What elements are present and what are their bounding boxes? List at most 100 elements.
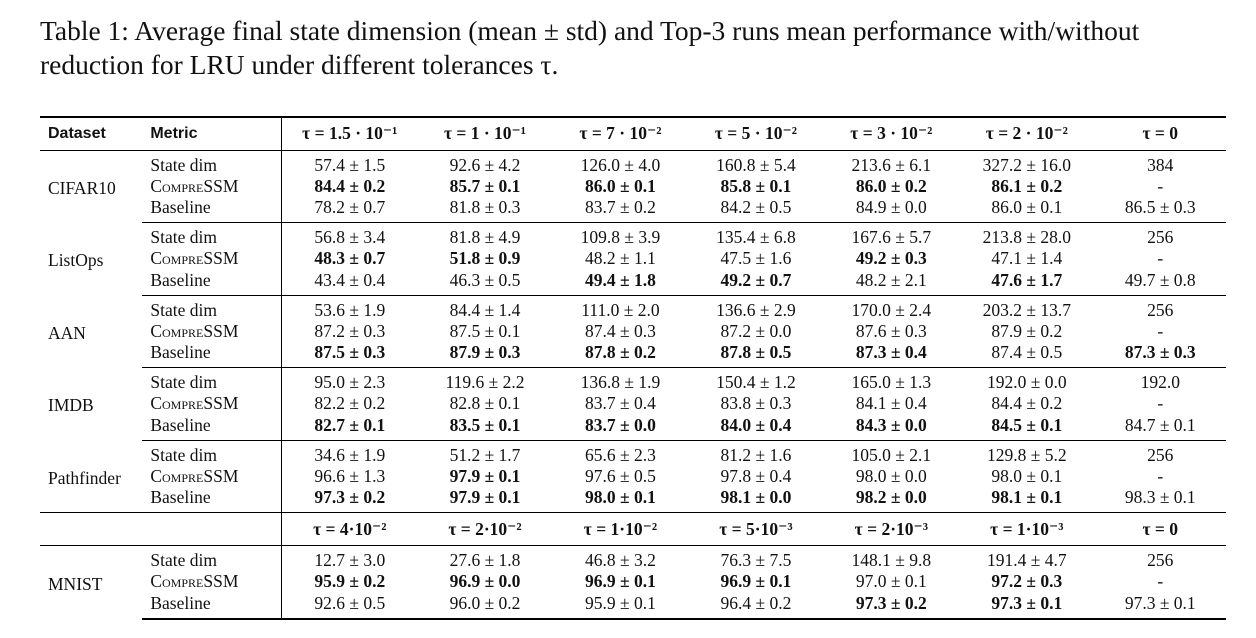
value-cell: 87.4 ± 0.5 xyxy=(959,342,1095,368)
value-cell: 165.0 ± 1.3 xyxy=(851,372,932,392)
metric-label: State dim xyxy=(142,222,283,248)
value-cell: 167.6 ± 5.7 xyxy=(851,227,932,247)
value-cell: 87.8 ± 0.5 xyxy=(688,342,824,368)
results-table: Dataset Metric τ = 1.5 · 10⁻¹ τ = 1 · 10… xyxy=(40,116,1226,620)
value-cell: 86.5 ± 0.3 xyxy=(1094,197,1226,223)
dataset-name: IMDB xyxy=(48,395,94,416)
value-cell: 136.6 ± 2.9 xyxy=(716,299,796,320)
table-row: CompreSSM 87.2 ± 0.3 87.5 ± 0.1 87.4 ± 0.3 8… xyxy=(40,320,1226,342)
metric-label: State dim xyxy=(142,367,283,393)
value-cell: 83.7 ± 0.2 xyxy=(552,197,689,223)
value-cell: 82.8 ± 0.1 xyxy=(449,393,521,414)
value-cell: - xyxy=(1157,465,1164,486)
metric-label: CompreSSM xyxy=(142,248,283,270)
value-cell: 87.3 ± 0.3 xyxy=(1094,342,1226,368)
dataset-name: Pathfinder xyxy=(48,467,121,488)
value-cell: 98.1 ± 0.0 xyxy=(688,487,824,513)
value-cell: 84.4 ± 1.4 xyxy=(449,299,521,320)
value-cell: 87.2 ± 0.0 xyxy=(720,320,792,341)
value-cell: 256 xyxy=(1147,444,1174,465)
value-cell: 84.4 ± 0.2 xyxy=(314,175,386,196)
value-cell: 86.1 ± 0.2 xyxy=(991,175,1063,196)
value-cell: 150.4 ± 1.2 xyxy=(716,372,796,392)
value-cell: 46.8 ± 3.2 xyxy=(585,550,656,570)
table-row: AAN State dim 53.6 ± 1.9 84.4 ± 1.4 111.0 ± … xyxy=(40,295,1226,343)
mnist-header-tau: τ = 0 xyxy=(1094,512,1226,546)
value-cell: 160.8 ± 5.4 xyxy=(716,154,796,175)
value-cell: 83.5 ± 0.1 xyxy=(417,414,553,441)
metric-label: Baseline xyxy=(142,269,283,296)
dataset-name: AAN xyxy=(48,322,86,343)
value-cell: 78.2 ± 0.7 xyxy=(281,197,418,223)
value-cell: 97.3 ± 0.2 xyxy=(281,487,418,513)
value-cell: 97.6 ± 0.5 xyxy=(585,465,656,486)
value-cell: 97.3 ± 0.2 xyxy=(823,592,960,620)
value-cell: 46.3 ± 0.5 xyxy=(417,269,553,296)
metric-label: State dim xyxy=(142,440,283,466)
value-cell: 119.6 ± 2.2 xyxy=(445,372,525,392)
table-row: CompreSSM 96.6 ± 1.3 97.9 ± 0.1 97.6 ± 0.5 9… xyxy=(40,465,1226,487)
value-cell: 87.9 ± 0.2 xyxy=(991,320,1063,341)
value-cell: 49.2 ± 0.3 xyxy=(855,248,927,269)
mnist-header-tau: τ = 1·10⁻³ xyxy=(959,512,1095,546)
value-cell: 192.0 xyxy=(1140,372,1180,392)
value-cell: 256 xyxy=(1147,299,1174,320)
value-cell: 92.6 ± 4.2 xyxy=(449,154,521,175)
value-cell: - xyxy=(1157,571,1164,592)
table-row: Baseline 43.4 ± 0.4 46.3 ± 0.5 49.4 ± 1.8 49… xyxy=(40,269,1226,296)
dataset-name: MNIST xyxy=(48,573,103,594)
value-cell: 83.7 ± 0.4 xyxy=(585,393,656,414)
value-cell: 65.6 ± 2.3 xyxy=(585,444,656,465)
value-cell: 109.8 ± 3.9 xyxy=(580,227,661,247)
value-cell: 87.6 ± 0.3 xyxy=(855,320,927,341)
value-cell: 105.0 ± 2.1 xyxy=(851,444,932,465)
header-tau: τ = 2 · 10⁻² xyxy=(959,116,1095,151)
value-cell: 85.8 ± 0.1 xyxy=(720,175,792,196)
value-cell: 27.6 ± 1.8 xyxy=(449,550,521,570)
value-cell: 53.6 ± 1.9 xyxy=(314,299,386,320)
header-metric: Metric xyxy=(142,116,283,151)
table-row: CompreSSM 95.9 ± 0.2 96.9 ± 0.0 96.9 ± 0.1 9… xyxy=(40,571,1226,593)
mnist-header-tau: τ = 5·10⁻³ xyxy=(688,512,824,546)
value-cell: 51.8 ± 0.9 xyxy=(449,248,521,269)
value-cell: 96.9 ± 0.1 xyxy=(585,571,656,592)
value-cell: 256 xyxy=(1147,550,1174,570)
value-cell: 95.9 ± 0.1 xyxy=(552,592,689,620)
metric-label: State dim xyxy=(142,295,283,321)
value-cell: 98.3 ± 0.1 xyxy=(1094,487,1226,513)
metric-label: Baseline xyxy=(142,414,283,441)
table-row: ListOps State dim 56.8 ± 3.4 81.8 ± 4.9 109.… xyxy=(40,222,1226,270)
value-cell: 76.3 ± 7.5 xyxy=(720,550,792,570)
mnist-header-tau: τ = 2·10⁻² xyxy=(417,512,553,546)
value-cell: 126.0 ± 4.0 xyxy=(580,154,661,175)
value-cell: 327.2 ± 16.0 xyxy=(982,154,1071,175)
value-cell: 47.6 ± 1.7 xyxy=(959,269,1095,296)
table-row: Baseline 97.3 ± 0.2 97.9 ± 0.1 98.0 ± 0.1 98… xyxy=(40,487,1226,513)
value-cell: 48.2 ± 2.1 xyxy=(823,269,960,296)
value-cell: 148.1 ± 9.8 xyxy=(851,550,932,570)
value-cell: 203.2 ± 13.7 xyxy=(982,299,1071,320)
value-cell: 87.5 ± 0.1 xyxy=(449,320,521,341)
value-cell: 48.2 ± 1.1 xyxy=(585,248,656,269)
table-row: Pathfinder State dim 34.6 ± 1.9 51.2 ± 1.7 6… xyxy=(40,440,1226,488)
value-cell: 96.4 ± 0.2 xyxy=(688,592,824,620)
caption-line-2: reduction for LRU under different tolera… xyxy=(40,49,559,80)
dataset-name: CIFAR10 xyxy=(48,178,116,198)
value-cell: 97.9 ± 0.1 xyxy=(417,487,553,513)
value-cell: 86.0 ± 0.1 xyxy=(585,175,656,196)
value-cell: 85.7 ± 0.1 xyxy=(449,175,521,196)
table-row: Baseline 87.5 ± 0.3 87.9 ± 0.3 87.8 ± 0.2 87… xyxy=(40,342,1226,368)
table-caption: Table 1: Average final state dimension (… xyxy=(40,14,1240,82)
value-cell: 47.5 ± 1.6 xyxy=(720,248,792,269)
value-cell: 81.8 ± 0.3 xyxy=(417,197,553,223)
value-cell: 97.0 ± 0.1 xyxy=(855,571,927,592)
value-cell: 98.2 ± 0.0 xyxy=(823,487,960,513)
metric-label: CompreSSM xyxy=(142,571,283,593)
mnist-header-tau: τ = 4·10⁻² xyxy=(281,512,418,546)
value-cell: 98.0 ± 0.0 xyxy=(855,465,927,486)
value-cell: 96.9 ± 0.1 xyxy=(720,571,792,592)
value-cell: 87.8 ± 0.2 xyxy=(552,342,689,368)
header-tau: τ = 7 · 10⁻² xyxy=(552,116,689,151)
value-cell: 97.3 ± 0.1 xyxy=(1094,592,1226,620)
value-cell: 87.9 ± 0.3 xyxy=(417,342,553,368)
